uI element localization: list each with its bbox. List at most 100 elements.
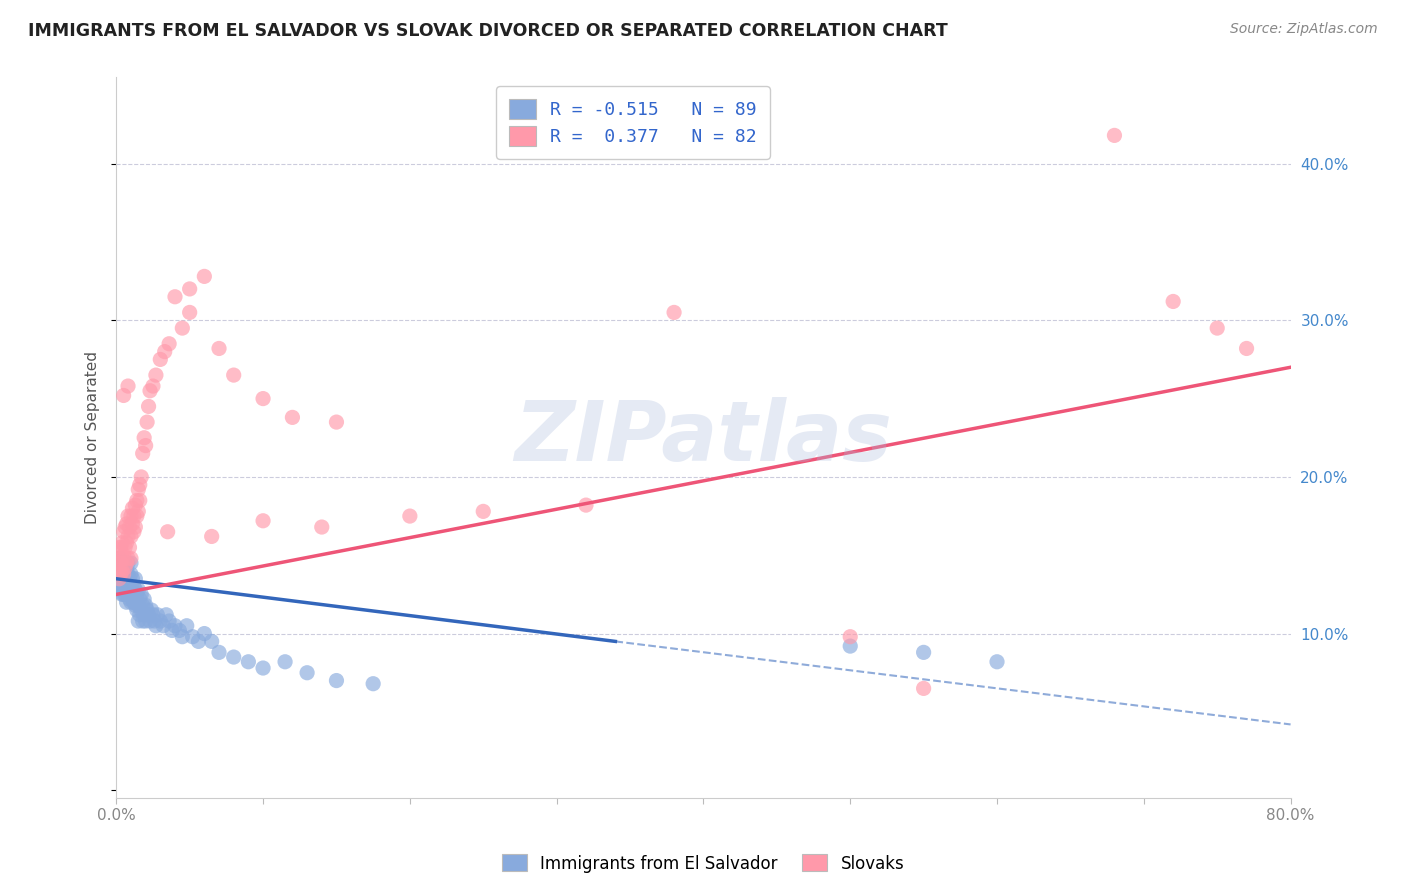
Point <box>1161 294 1184 309</box>
Point <box>107 572 129 586</box>
Point <box>139 384 162 398</box>
Point <box>124 599 146 613</box>
Point <box>120 529 142 543</box>
Point <box>108 541 131 555</box>
Point <box>125 493 148 508</box>
Point <box>117 529 139 543</box>
Point <box>142 607 165 622</box>
Point <box>115 582 138 597</box>
Point <box>141 603 163 617</box>
Point <box>112 587 135 601</box>
Point <box>112 567 135 582</box>
Point <box>118 541 141 555</box>
Point <box>115 535 138 549</box>
Point <box>135 439 157 453</box>
Point <box>127 504 149 518</box>
Point <box>163 619 186 633</box>
Text: IMMIGRANTS FROM EL SALVADOR VS SLOVAK DIVORCED OR SEPARATED CORRELATION CHART: IMMIGRANTS FROM EL SALVADOR VS SLOVAK DI… <box>28 22 948 40</box>
Point <box>252 392 274 406</box>
Point <box>118 582 141 597</box>
Point <box>111 551 134 566</box>
Point <box>117 587 139 601</box>
Point <box>146 607 169 622</box>
Point <box>156 524 179 539</box>
Point <box>187 634 209 648</box>
Point <box>128 493 150 508</box>
Point <box>111 567 134 582</box>
Point <box>139 614 162 628</box>
Point <box>193 626 215 640</box>
Point <box>325 415 347 429</box>
Point <box>138 400 160 414</box>
Point <box>662 305 685 319</box>
Point <box>114 587 136 601</box>
Point <box>122 580 145 594</box>
Point <box>111 580 134 594</box>
Point <box>110 567 132 582</box>
Point <box>172 321 194 335</box>
Point <box>238 655 260 669</box>
Point <box>839 630 862 644</box>
Point <box>117 379 139 393</box>
Point <box>176 619 198 633</box>
Point <box>115 572 138 586</box>
Point <box>193 269 215 284</box>
Point <box>912 681 935 696</box>
Point <box>134 607 156 622</box>
Point <box>110 556 132 570</box>
Y-axis label: Divorced or Separated: Divorced or Separated <box>86 351 100 524</box>
Point <box>117 551 139 566</box>
Point <box>1104 128 1126 143</box>
Point <box>110 541 132 555</box>
Point <box>118 520 141 534</box>
Point <box>127 483 149 497</box>
Point <box>912 645 935 659</box>
Point <box>121 592 143 607</box>
Point <box>114 520 136 534</box>
Point <box>274 655 297 669</box>
Point <box>128 607 150 622</box>
Point <box>120 556 142 570</box>
Point <box>121 572 143 586</box>
Point <box>127 599 149 613</box>
Point <box>149 614 172 628</box>
Point <box>152 619 174 633</box>
Point <box>1206 321 1229 335</box>
Text: ZIPatlas: ZIPatlas <box>515 397 893 478</box>
Point <box>111 564 134 578</box>
Point <box>117 567 139 582</box>
Point <box>157 336 180 351</box>
Point <box>1236 342 1258 356</box>
Point <box>124 582 146 597</box>
Text: Source: ZipAtlas.com: Source: ZipAtlas.com <box>1230 22 1378 37</box>
Point <box>252 661 274 675</box>
Point <box>125 509 148 524</box>
Point <box>107 564 129 578</box>
Point <box>112 561 135 575</box>
Point <box>131 614 153 628</box>
Point <box>115 595 138 609</box>
Point <box>125 603 148 617</box>
Point <box>472 504 495 518</box>
Point <box>839 639 862 653</box>
Point <box>149 352 172 367</box>
Point <box>107 559 129 574</box>
Point <box>201 529 224 543</box>
Point <box>120 567 142 582</box>
Point <box>122 509 145 524</box>
Point <box>179 282 201 296</box>
Point <box>114 580 136 594</box>
Point <box>117 509 139 524</box>
Point <box>107 551 129 566</box>
Point <box>114 561 136 575</box>
Point <box>129 470 152 484</box>
Point <box>208 645 231 659</box>
Point <box>110 582 132 597</box>
Point <box>118 572 141 586</box>
Point <box>112 572 135 586</box>
Point <box>110 570 132 584</box>
Legend: R = -0.515   N = 89, R =  0.377   N = 82: R = -0.515 N = 89, R = 0.377 N = 82 <box>496 87 769 159</box>
Point <box>108 572 131 586</box>
Point <box>127 582 149 597</box>
Point <box>117 576 139 591</box>
